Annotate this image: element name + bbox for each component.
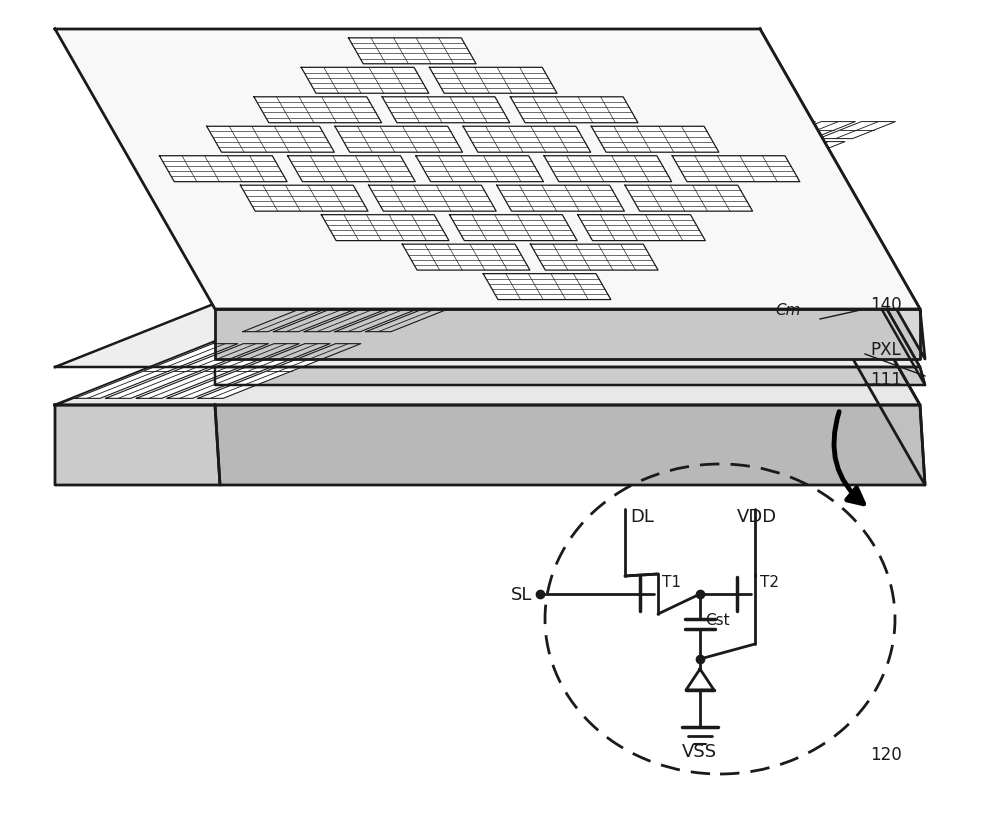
- Polygon shape: [55, 30, 920, 309]
- Polygon shape: [55, 405, 220, 486]
- Polygon shape: [335, 127, 463, 153]
- Polygon shape: [436, 242, 513, 259]
- Polygon shape: [760, 88, 925, 385]
- Polygon shape: [779, 122, 855, 140]
- Polygon shape: [336, 283, 413, 299]
- Polygon shape: [466, 263, 543, 279]
- Polygon shape: [411, 211, 573, 266]
- Polygon shape: [739, 122, 815, 140]
- Polygon shape: [530, 245, 658, 271]
- Polygon shape: [335, 278, 498, 332]
- Polygon shape: [75, 344, 238, 399]
- Text: VDD: VDD: [737, 507, 777, 525]
- Polygon shape: [382, 98, 510, 124]
- Polygon shape: [366, 278, 529, 332]
- Text: VSS: VSS: [682, 742, 717, 760]
- Polygon shape: [578, 216, 705, 242]
- Polygon shape: [207, 127, 334, 153]
- Polygon shape: [55, 126, 920, 405]
- Polygon shape: [760, 30, 925, 359]
- Polygon shape: [416, 283, 493, 299]
- Polygon shape: [718, 162, 795, 180]
- Polygon shape: [198, 344, 361, 399]
- Polygon shape: [348, 38, 476, 64]
- Polygon shape: [304, 278, 467, 332]
- Polygon shape: [617, 202, 694, 219]
- Text: Cst: Cst: [705, 612, 730, 627]
- Polygon shape: [463, 127, 591, 153]
- Polygon shape: [167, 344, 330, 399]
- Polygon shape: [497, 186, 624, 212]
- Polygon shape: [534, 211, 697, 266]
- Polygon shape: [301, 69, 429, 94]
- Polygon shape: [55, 88, 920, 368]
- Text: T2: T2: [760, 574, 779, 589]
- Polygon shape: [106, 344, 269, 399]
- Polygon shape: [159, 156, 287, 182]
- Text: 140: 140: [870, 296, 902, 314]
- Polygon shape: [483, 274, 611, 300]
- Text: Cm: Cm: [775, 303, 800, 318]
- Polygon shape: [819, 122, 895, 140]
- Polygon shape: [215, 309, 920, 359]
- Polygon shape: [215, 368, 925, 385]
- Polygon shape: [591, 127, 719, 153]
- Text: 120: 120: [870, 745, 902, 763]
- Polygon shape: [503, 211, 666, 266]
- Polygon shape: [625, 186, 753, 212]
- Polygon shape: [672, 156, 800, 182]
- Polygon shape: [476, 242, 553, 259]
- Polygon shape: [537, 202, 614, 219]
- Text: SL: SL: [511, 585, 532, 604]
- Polygon shape: [627, 182, 704, 199]
- Polygon shape: [728, 142, 805, 160]
- Text: 111: 111: [870, 370, 902, 389]
- Polygon shape: [426, 263, 503, 279]
- Polygon shape: [240, 186, 368, 212]
- Polygon shape: [688, 142, 765, 160]
- Polygon shape: [288, 156, 415, 182]
- Polygon shape: [254, 98, 382, 124]
- Polygon shape: [678, 162, 755, 180]
- Polygon shape: [768, 142, 845, 160]
- Polygon shape: [386, 263, 463, 279]
- Polygon shape: [215, 405, 925, 486]
- Polygon shape: [472, 211, 635, 266]
- Polygon shape: [587, 182, 664, 199]
- Polygon shape: [487, 222, 564, 239]
- Polygon shape: [527, 222, 604, 239]
- Polygon shape: [429, 69, 557, 94]
- FancyArrowPatch shape: [834, 412, 864, 504]
- Polygon shape: [402, 245, 530, 271]
- Polygon shape: [441, 211, 604, 266]
- Polygon shape: [273, 278, 436, 332]
- Polygon shape: [567, 222, 644, 239]
- Polygon shape: [638, 162, 715, 180]
- Polygon shape: [577, 202, 654, 219]
- Polygon shape: [686, 669, 714, 691]
- Polygon shape: [416, 156, 543, 182]
- Polygon shape: [369, 186, 496, 212]
- Polygon shape: [321, 216, 449, 242]
- Polygon shape: [510, 98, 638, 124]
- Text: T1: T1: [662, 574, 681, 589]
- Text: DL: DL: [630, 507, 654, 525]
- Text: PXL: PXL: [870, 340, 901, 359]
- Polygon shape: [450, 216, 577, 242]
- Polygon shape: [243, 278, 406, 332]
- Polygon shape: [376, 283, 453, 299]
- Polygon shape: [760, 126, 925, 486]
- Polygon shape: [667, 182, 744, 199]
- Polygon shape: [516, 242, 593, 259]
- Polygon shape: [136, 344, 299, 399]
- Polygon shape: [544, 156, 672, 182]
